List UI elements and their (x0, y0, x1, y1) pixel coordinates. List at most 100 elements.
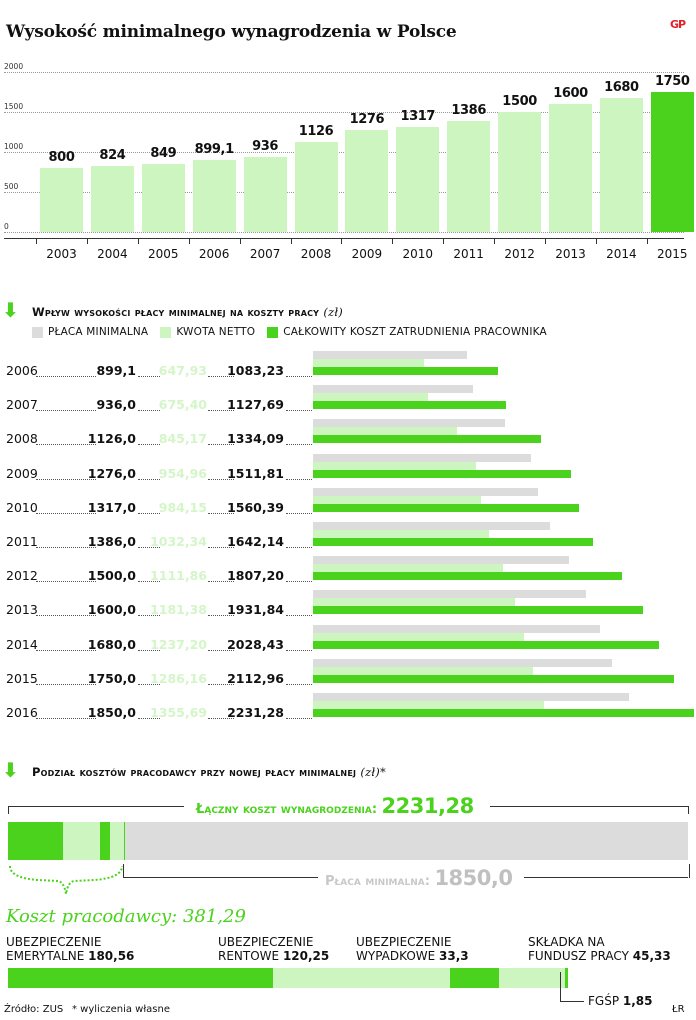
x-axis-tick (392, 238, 394, 244)
legend-label: KWOTA NETTO (176, 326, 256, 338)
total-cost-value: 1807,20 (227, 568, 284, 584)
bar-value-label: 1680 (604, 79, 639, 95)
component-value: 120,25 (282, 949, 330, 963)
leader-line (560, 972, 561, 1001)
bar-value-label: 1386 (451, 103, 486, 119)
min-wage-bar (313, 522, 550, 530)
net-bar (313, 701, 545, 709)
component-name-line1: UBEZPIECZENIE (356, 935, 452, 949)
leader-dots (208, 581, 234, 583)
leader-dots (36, 512, 96, 514)
labor-cost-unit: (zł) (323, 305, 343, 319)
labor-cost-chart: 2006 899,1 647,93 1083,23 2007 936,0 675,40 112… (0, 345, 696, 725)
net-bar (313, 495, 482, 504)
total-cost-bar (313, 469, 572, 478)
net-value: 1181,38 (150, 602, 207, 618)
x-axis-tick (137, 238, 139, 244)
leader-dots (138, 478, 160, 480)
x-tick-label: 2011 (453, 247, 484, 261)
row-year-label: 2013 (6, 602, 38, 618)
total-cost-value: 1083,23 (227, 363, 284, 378)
component-label: UBEZPIECZENIE EMERYTALNE 180,56 (6, 935, 134, 963)
cost-split-title-text: Podział kosztów pracodawcy przy nowej pł… (32, 765, 357, 779)
total-cost-value: 1334,09 (227, 431, 284, 447)
bar (40, 168, 83, 232)
component-segment (565, 968, 568, 988)
row-year-label: 2010 (6, 499, 38, 515)
component-name: FGŚP (588, 994, 623, 1008)
net-bar (313, 530, 490, 538)
net-value: 1355,69 (150, 705, 207, 720)
gridline (4, 72, 684, 73)
footer-author: ŁR (672, 1004, 685, 1015)
leader-line (560, 1001, 584, 1002)
min-wage-bar (313, 487, 538, 496)
leader-dots (138, 581, 160, 583)
min-wage-bar-chart: 0 500 1000 1500 2000 800 2003 824 2004 849 2005 899… (0, 60, 696, 270)
leader-dots (208, 718, 234, 719)
min-wage-value: 1276,0 (87, 465, 136, 481)
min-wage-bracket-line (524, 877, 688, 878)
component-label: SKŁADKA NA FUNDUSZ PRACY 45,33 (528, 935, 671, 963)
y-tick-label: 1000 (4, 142, 24, 151)
component-name-line2: WYPADKOWE 33,3 (356, 949, 469, 963)
min-wage-bar (313, 556, 570, 565)
total-cost-bar (313, 503, 580, 512)
net-value: 954,96 (158, 465, 207, 481)
leader-dots (286, 581, 312, 583)
x-tick-label: 2008 (300, 247, 332, 261)
bar (141, 164, 185, 232)
arrow-down-icon: ⬇ (2, 298, 19, 322)
component-value: 1,85 (622, 994, 653, 1008)
bar (396, 126, 440, 232)
total-cost-label: Łączny koszt wynagrodzenia: 2231,28 (196, 794, 474, 818)
component-segment (273, 968, 450, 988)
leader-dots (208, 547, 234, 548)
total-cost-bar (313, 435, 541, 444)
component-name-line1: UBEZPIECZENIE (218, 935, 314, 949)
component-label: FGŚP 1,85 (588, 994, 652, 1008)
component-name-line2: RENTOWE 120,25 (218, 949, 329, 963)
leader-dots (36, 649, 96, 651)
component-name: RENTOWE (218, 949, 283, 963)
x-axis-tick (290, 238, 292, 244)
x-tick-label: 2013 (555, 247, 586, 261)
bar-value-label: 1750 (655, 74, 690, 89)
x-tick-label: 2006 (198, 247, 230, 261)
component-segment (449, 968, 499, 988)
leader-dots (208, 683, 234, 685)
leader-dots (286, 547, 312, 548)
bar (192, 160, 236, 232)
net-value: 845,17 (158, 431, 207, 447)
leader-dots (36, 547, 96, 548)
cost-split-bar (8, 822, 688, 860)
leader-dots (138, 410, 160, 412)
min-wage-bracket (123, 864, 690, 878)
chart-title: Wysokość minimalnego wynagrodzenia w Pol… (6, 22, 457, 42)
net-bar (313, 359, 424, 367)
leader-dots (36, 444, 96, 446)
min-wage-value: 1500,0 (87, 568, 136, 584)
min-wage-value: 899,1 (96, 363, 136, 378)
min-wage-value: 1317,0 (87, 499, 136, 515)
row-year-label: 2009 (6, 465, 38, 481)
component-value: 180,56 (88, 949, 135, 963)
total-cost-text: Łączny koszt wynagrodzenia: (196, 802, 378, 817)
leader-dots (208, 615, 234, 617)
leader-dots (36, 478, 96, 480)
min-wage-label: Płaca minimalna: 1850,0 (325, 866, 513, 890)
net-value: 1032,34 (150, 534, 207, 549)
y-tick-label: 2000 (4, 62, 24, 71)
net-bar (313, 632, 525, 641)
cost-split-section-title: Podział kosztów pracodawcy przy nowej pł… (32, 765, 386, 779)
net-bar (313, 393, 429, 402)
x-tick-label: 2009 (351, 247, 383, 261)
y-tick-label: 500 (4, 182, 19, 191)
total-cost-bar (313, 606, 643, 615)
bar (345, 129, 389, 232)
leader-dots (138, 615, 160, 617)
component-name: WYPADKOWE (356, 949, 440, 963)
x-axis-tick (646, 238, 648, 244)
net-bar (313, 598, 515, 607)
leader-dots (286, 376, 312, 377)
